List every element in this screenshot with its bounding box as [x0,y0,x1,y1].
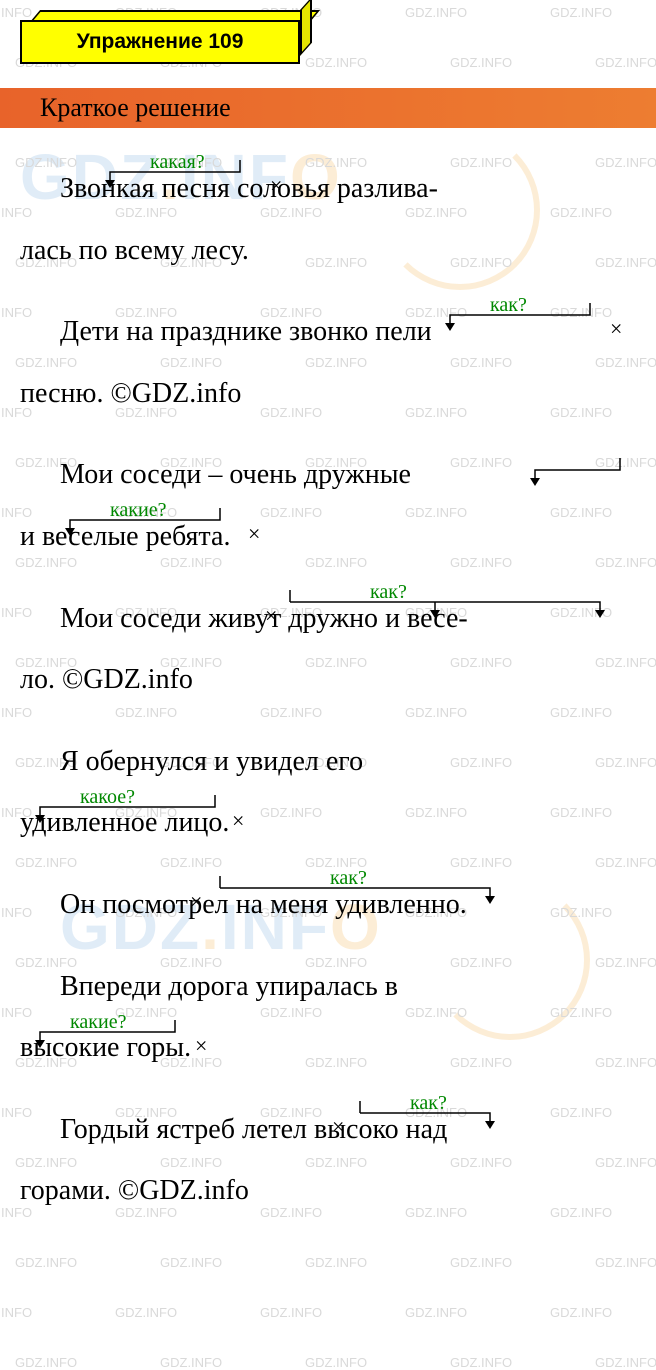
x-mark: × [265,592,277,640]
content-area: какая? × Звонкая песня соловья разлива- … [0,128,656,1250]
dependency-arrow [20,795,240,825]
dependency-arrow [20,508,250,538]
dependency-arrow [20,1020,200,1050]
sentence-6: как? × Он посмотрел на меня удивленно. [20,874,636,936]
exercise-title: Упражнение 109 [20,20,300,64]
sentence-2: как? × Дети на празднике звонко пели пес… [20,301,636,424]
dependency-arrow [210,876,510,906]
dependency-arrow [280,590,620,620]
x-mark: × [248,510,260,558]
sentence-5: Я обернулся и увидел его какое? × удивле… [20,731,636,854]
dependency-arrow [100,160,280,190]
sentence-7: Впереди дорога упиралась в какие? × высо… [20,956,636,1079]
dependency-arrow [440,303,620,333]
dependency-arrow [525,458,645,498]
x-mark: × [270,162,282,210]
x-mark: × [195,1022,207,1070]
exercise-header: Упражнение 109 [20,10,320,70]
x-mark: × [232,797,244,845]
x-mark: × [610,305,622,353]
dependency-arrow [350,1101,520,1131]
x-mark: × [332,1103,344,1151]
x-mark: × [190,878,202,926]
sentence-8: как? × Гордый ястреб летел высоко над го… [20,1099,636,1222]
sentence-4: как? × Мои соседи живут дружно и весе- л… [20,588,636,711]
sentence-1: какая? × Звонкая песня соловья разлива- … [20,158,636,281]
solution-subtitle: Краткое решение [0,88,656,128]
sentence-3: Мои соседи – очень дружные какие? × и ве… [20,444,636,567]
